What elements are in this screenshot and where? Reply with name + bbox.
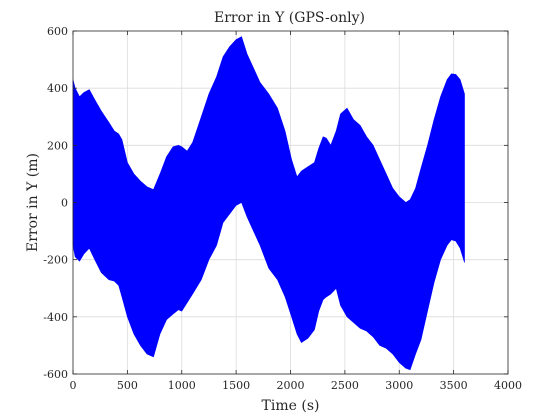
x-tick-label: 1500 [222,379,250,392]
x-tick-label: 4000 [494,379,522,392]
y-tick-label: -600 [43,368,68,381]
x-tick-label: 0 [70,379,77,392]
x-tick-label: 2000 [277,379,305,392]
y-axis-label: Error in Y (m) [25,153,41,252]
y-tick-label: 600 [47,25,68,38]
x-tick-label: 1000 [168,379,196,392]
x-tick-label: 3500 [440,379,468,392]
x-tick-label: 3000 [385,379,413,392]
error-envelope-area [72,36,465,371]
y-tick-label: -200 [43,254,68,267]
y-tick-label: 200 [47,139,68,152]
chart-title: Error in Y (GPS-only) [214,10,365,26]
y-tick-label: 0 [61,197,68,210]
axis-ticks: 0 500 1000 1500 2000 2500 3000 3500 4000-600-400… [43,25,522,392]
y-tick-label: 400 [47,82,68,95]
x-tick-label: 500 [117,379,138,392]
y-tick-label: -400 [43,311,68,324]
x-axis-label: Time (s) [262,398,320,414]
x-tick-label: 2500 [331,379,359,392]
plot-area [72,36,465,371]
